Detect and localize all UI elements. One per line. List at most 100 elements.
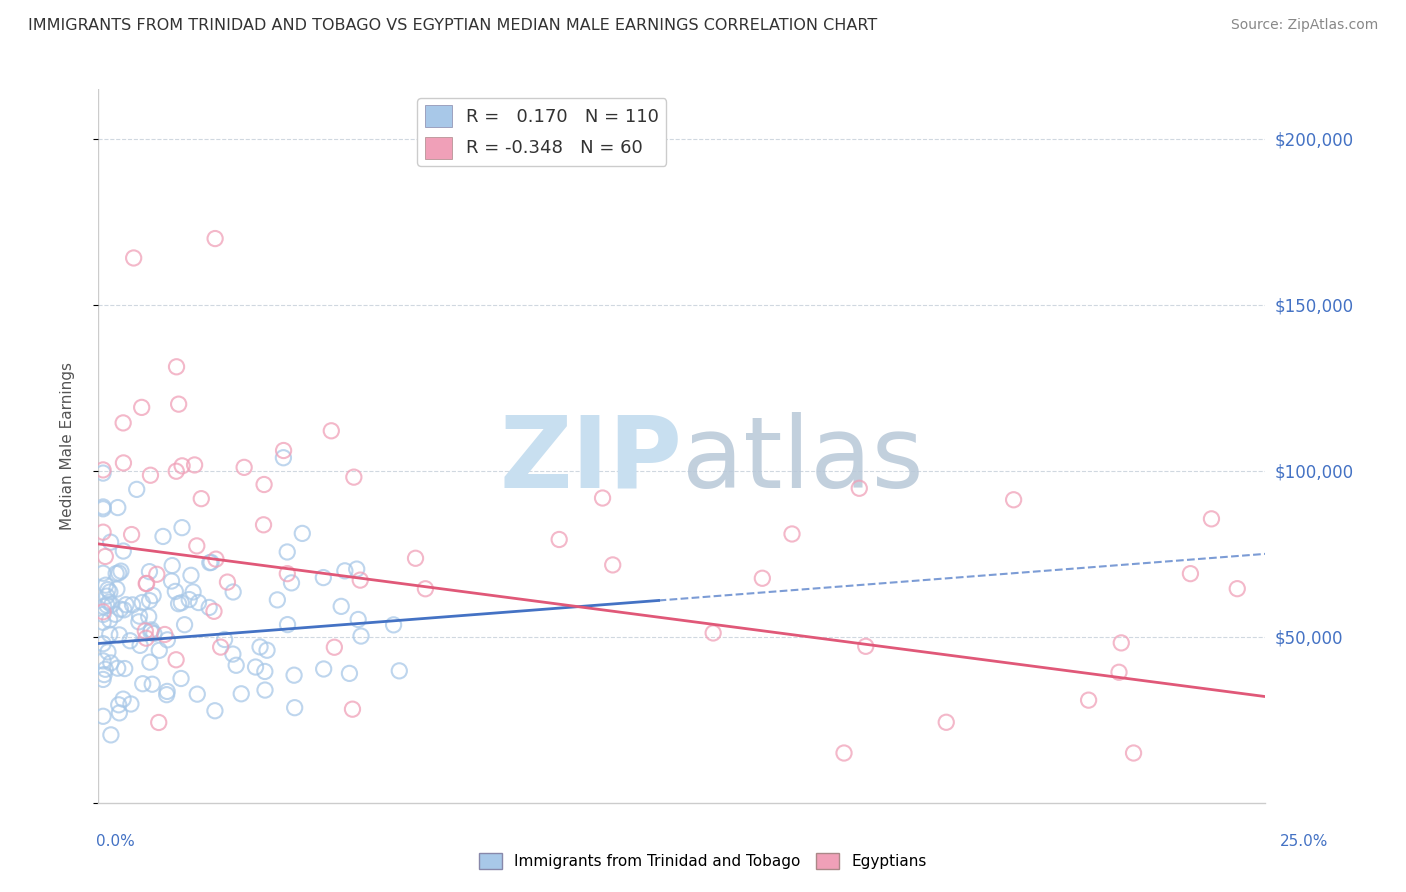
Point xyxy=(122,251,145,265)
Point xyxy=(139,624,162,639)
Point xyxy=(1122,746,1144,760)
Point xyxy=(107,500,129,515)
Point xyxy=(283,668,305,682)
Point xyxy=(97,582,120,597)
Point xyxy=(153,627,176,641)
Point xyxy=(98,613,121,627)
Point xyxy=(135,631,157,645)
Point xyxy=(602,558,624,572)
Point xyxy=(205,552,228,566)
Point xyxy=(204,231,226,245)
Point xyxy=(121,598,143,612)
Point xyxy=(253,477,276,491)
Point xyxy=(347,612,370,626)
Point xyxy=(166,359,188,374)
Legend: Immigrants from Trinidad and Tobago, Egyptians: Immigrants from Trinidad and Tobago, Egy… xyxy=(474,847,932,875)
Point xyxy=(120,697,142,711)
Point xyxy=(96,589,118,603)
Point xyxy=(107,566,129,580)
Point xyxy=(94,662,117,676)
Point xyxy=(181,585,204,599)
Point xyxy=(190,491,212,506)
Point xyxy=(172,458,194,473)
Point xyxy=(277,617,299,632)
Point xyxy=(91,673,114,687)
Point xyxy=(91,709,114,723)
Point xyxy=(112,603,135,617)
Point xyxy=(141,677,163,691)
Point xyxy=(183,458,205,472)
Point xyxy=(121,527,143,541)
Point xyxy=(97,595,120,609)
Point xyxy=(415,582,437,596)
Point xyxy=(935,715,957,730)
Point xyxy=(202,604,225,618)
Point xyxy=(245,660,267,674)
Point xyxy=(1180,566,1202,581)
Point xyxy=(128,615,150,629)
Point xyxy=(832,746,855,760)
Point xyxy=(138,609,160,624)
Point xyxy=(138,593,160,607)
Legend: R =   0.170   N = 110, R = -0.348   N = 60: R = 0.170 N = 110, R = -0.348 N = 60 xyxy=(418,98,666,166)
Point xyxy=(252,517,274,532)
Point xyxy=(139,655,162,669)
Point xyxy=(110,602,132,616)
Point xyxy=(91,466,114,480)
Point xyxy=(253,683,276,698)
Point xyxy=(333,564,356,578)
Text: ZIP: ZIP xyxy=(499,412,682,508)
Point xyxy=(167,597,190,611)
Point xyxy=(1002,492,1025,507)
Point xyxy=(112,692,135,706)
Point xyxy=(200,555,222,569)
Point xyxy=(91,615,114,630)
Point xyxy=(114,661,136,675)
Point xyxy=(548,533,571,547)
Point xyxy=(266,592,288,607)
Point xyxy=(848,481,870,495)
Point xyxy=(198,556,221,570)
Point xyxy=(342,702,364,716)
Point xyxy=(93,667,115,681)
Point xyxy=(855,640,877,654)
Point xyxy=(276,566,298,581)
Point xyxy=(112,416,135,430)
Point xyxy=(349,573,371,587)
Point xyxy=(100,656,122,670)
Point xyxy=(125,483,148,497)
Point xyxy=(187,596,209,610)
Point xyxy=(1108,665,1130,680)
Point xyxy=(160,558,183,573)
Point xyxy=(343,470,366,484)
Point xyxy=(146,567,169,582)
Point xyxy=(142,626,165,640)
Point xyxy=(165,653,187,667)
Point xyxy=(156,684,179,698)
Point xyxy=(160,574,183,588)
Point xyxy=(94,549,117,564)
Point xyxy=(131,595,153,609)
Point xyxy=(253,665,276,679)
Point xyxy=(273,450,295,465)
Point xyxy=(312,571,335,585)
Point xyxy=(105,566,128,581)
Point xyxy=(91,566,114,581)
Point xyxy=(186,539,208,553)
Point xyxy=(135,576,157,591)
Point xyxy=(180,568,202,582)
Point xyxy=(91,501,114,516)
Point xyxy=(186,687,208,701)
Point xyxy=(323,640,346,655)
Point xyxy=(115,598,138,612)
Point xyxy=(148,643,170,657)
Point xyxy=(179,592,201,607)
Point xyxy=(339,666,361,681)
Point xyxy=(1109,636,1132,650)
Point xyxy=(91,607,114,622)
Point xyxy=(97,645,120,659)
Point xyxy=(112,544,135,558)
Point xyxy=(321,424,343,438)
Point xyxy=(702,626,724,640)
Text: 25.0%: 25.0% xyxy=(1281,834,1329,848)
